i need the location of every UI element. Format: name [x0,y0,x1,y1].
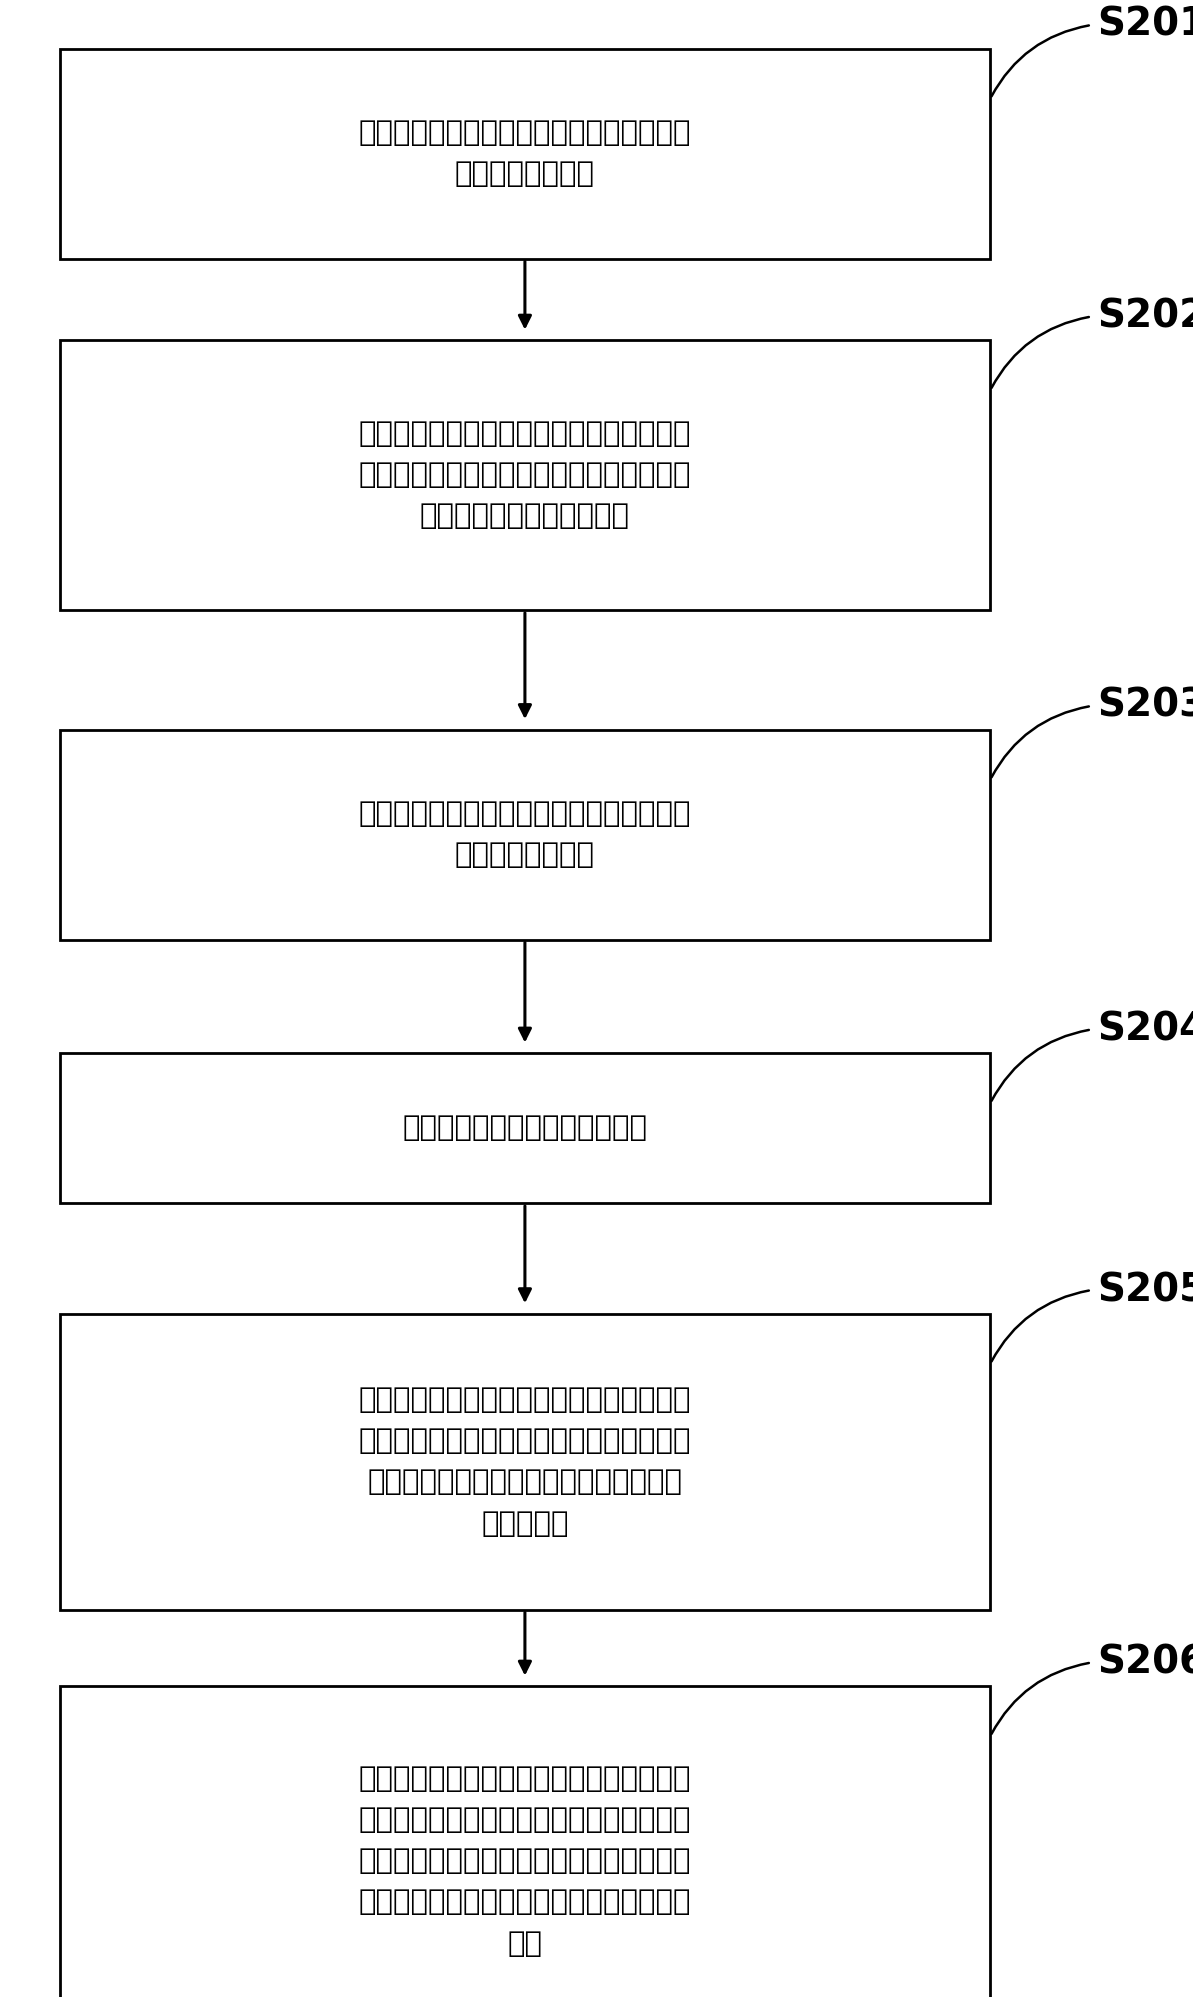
Bar [60,731,990,941]
Text: S203: S203 [1098,687,1193,725]
Text: 将所述此次巡检周期的巡检信息发送至所述
巡检服务器，以使所述巡检服务器根据述此
次巡检周期的巡检信息和所述此次巡检周期
内的数据采集信息生成下一巡检周期的巡检
: 将所述此次巡检周期的巡检信息发送至所述 巡检服务器，以使所述巡检服务器根据述此 … [359,1765,691,1957]
Bar [60,341,990,611]
Text: 所述巡检服务器将各个所述第一巡检计划发
送至对应巡检终端: 所述巡检服务器将各个所述第一巡检计划发 送至对应巡检终端 [359,801,691,869]
Bar [60,50,990,260]
Text: 所述巡检服务器根据所述上一巡检周期的巡
检记录、所述数据采集信息和巡检人员信息
生成至少一个第一巡检计划: 所述巡检服务器根据所述上一巡检周期的巡 检记录、所述数据采集信息和巡检人员信息 … [359,419,691,531]
Text: 所述巡检终端获取第一巡检计划: 所述巡检终端获取第一巡检计划 [402,1114,648,1142]
Text: S201: S201 [1098,6,1193,44]
Text: S205: S205 [1098,1270,1193,1310]
Bar [60,1054,990,1202]
Bar [60,1314,990,1610]
Text: S202: S202 [1098,298,1193,335]
Text: S204: S204 [1098,1010,1193,1048]
Text: 所述巡检服务器获取上一巡检周期的巡检记
录和数据采集信息: 所述巡检服务器获取上一巡检周期的巡检记 录和数据采集信息 [359,120,691,188]
Text: 所述巡检终端呈现所述第一巡检计划给巡检
人员，以使巡检人员根据所述第一巡检计对
对应的机房进行巡检，记录此次巡检周期
的巡检信息: 所述巡检终端呈现所述第一巡检计划给巡检 人员，以使巡检人员根据所述第一巡检计对 … [359,1386,691,1538]
Bar [60,1685,990,1997]
Text: S206: S206 [1098,1644,1193,1681]
